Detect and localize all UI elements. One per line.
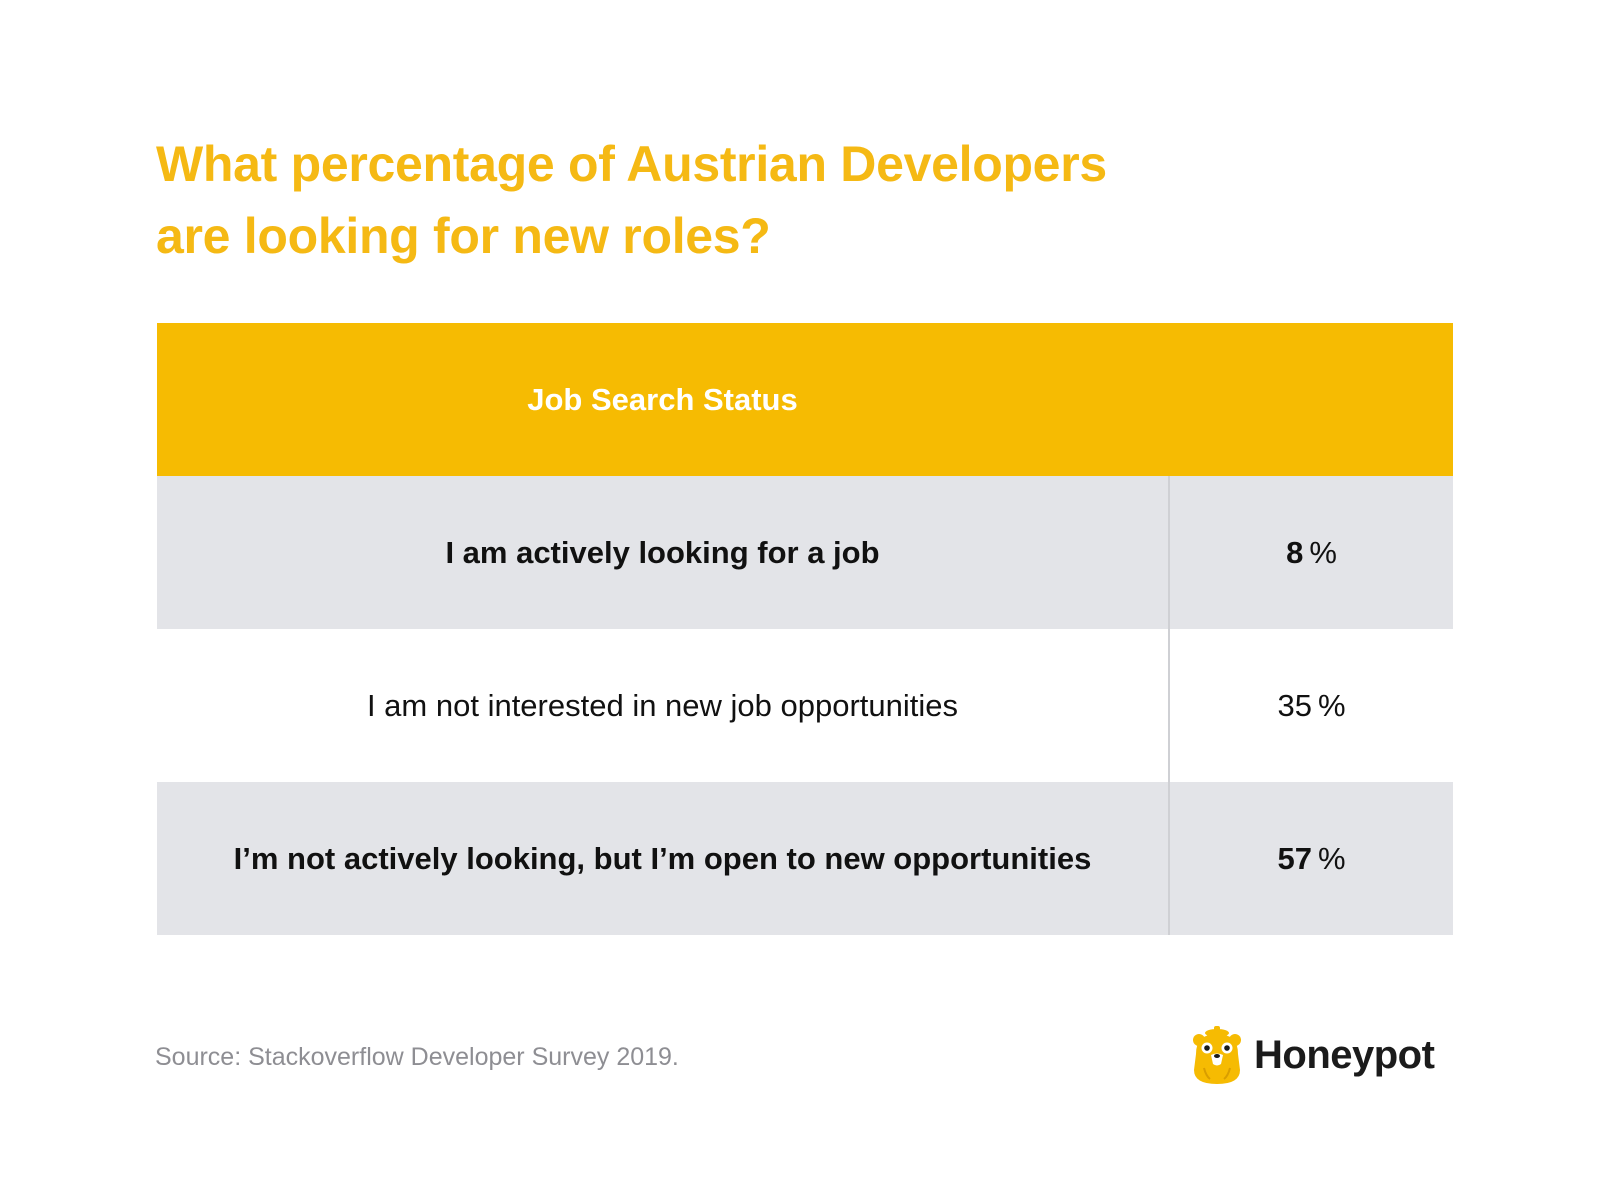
table-row: I’m not actively looking, but I’m open t…	[157, 782, 1453, 935]
brand-name: Honeypot	[1254, 1032, 1435, 1077]
row-label: I am actively looking for a job	[157, 476, 1170, 629]
title-line-2: are looking for new roles?	[156, 208, 771, 264]
value-number: 35	[1277, 687, 1312, 723]
row-value: 8%	[1170, 476, 1453, 629]
value-number: 8	[1286, 534, 1304, 570]
row-label: I’m not actively looking, but I’m open t…	[157, 782, 1170, 935]
row-label: I am not interested in new job opportuni…	[157, 629, 1170, 782]
table-row: I am actively looking for a job 8%	[157, 476, 1453, 629]
value-unit: %	[1317, 687, 1346, 723]
chart-title: What percentage of Austrian Developers a…	[156, 128, 1256, 272]
table-header: Job Search Status	[157, 323, 1453, 476]
header-job-search-status: Job Search Status	[527, 381, 798, 417]
value-unit: %	[1309, 534, 1337, 570]
row-value: 57%	[1170, 782, 1453, 935]
value-unit: %	[1317, 840, 1346, 876]
honeypot-bear-icon	[1193, 1026, 1241, 1084]
value-number: 57	[1277, 840, 1312, 876]
honeypot-logo: Honeypot	[1190, 1024, 1435, 1086]
table-row: I am not interested in new job opportuni…	[157, 629, 1453, 782]
job-status-table: Job Search Status I am actively looking …	[157, 323, 1453, 935]
title-line-1: What percentage of Austrian Developers	[156, 136, 1107, 192]
row-value: 35%	[1170, 629, 1453, 782]
source-note: Source: Stackoverflow Developer Survey 2…	[155, 1043, 679, 1071]
